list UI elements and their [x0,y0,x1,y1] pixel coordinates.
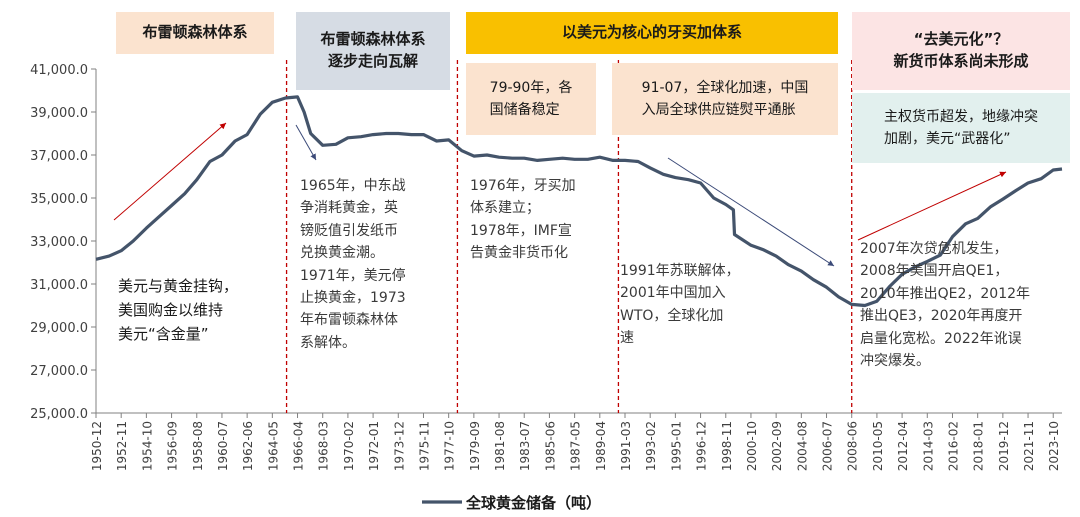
period-box-text: 主权货币超发，地缘冲突 加剧，美元“武器化” [884,108,1038,147]
x-tick-label: 1985-06 [543,421,557,471]
y-tick-label: 31,000.0 [30,278,88,293]
x-tick-label: 2021-11 [1022,421,1036,471]
x-tick-label: 1996-12 [695,421,709,471]
annotation-1965-1973: 1965年，中东战 争消耗黄金，英 镑贬值引发纸币 兑换黄金潮。 1971年，美… [300,178,406,351]
annotation-1991-2001: 1991年苏联解体， 2001年中国加入 WTO，全球化加 速 [620,263,740,347]
era-label-text: “去美元化”？ 新货币体系尚未形成 [893,30,1029,70]
period-box-91-07: 91-07，全球化加速，中国 入局全球供应链熨平通胀 [612,63,838,135]
x-tick-label: 1983-07 [518,421,532,471]
uptrend-arrow-2008 [857,171,1007,241]
era-label-jamaica-system: 以美元为核心的牙买加体系 [466,12,838,54]
x-tick-label: 1979-09 [468,421,482,471]
x-tick-label: 2010-05 [871,421,885,471]
annotation-1976-1978: 1976年，牙买加 体系建立； 1978年，IMF宣 告黄金非货币化 [470,178,576,262]
period-box-text: 91-07，全球化加速，中国 入局全球供应链熨平通胀 [641,79,809,118]
x-tick-label: 1960-07 [216,421,230,471]
x-tick-label: 1952-11 [115,421,129,471]
y-tick-label: 29,000.0 [30,321,88,336]
x-tick-label: 2006-07 [821,421,835,471]
x-tick-label: 1975-11 [417,421,431,471]
era-label-bretton-woods: 布雷顿森林体系 [116,12,274,54]
x-tick-label: 2018-01 [972,421,986,471]
x-tick-label: 1970-02 [342,421,356,471]
x-tick-label: 1954-10 [140,421,154,471]
era-label-text: 布雷顿森林体系 [142,23,248,42]
series-line-gold-reserve [95,95,1063,308]
x-tick-label: 2016-02 [946,421,960,471]
era-label-de-dollarization: “去美元化”？ 新货币体系尚未形成 [852,12,1070,90]
downtrend-arrow-1990s [667,157,835,267]
x-tick-label: 1991-03 [619,421,633,471]
x-tick-label: 2014-03 [921,421,935,471]
x-tick-label: 1964-05 [266,421,280,471]
x-tick-label: 1973-12 [392,421,406,471]
x-tick-label: 2002-09 [770,421,784,471]
period-box-2008-onward: 主权货币超发，地缘冲突 加剧，美元“武器化” [852,93,1070,163]
period-box-79-90: 79-90年，各 国储备稳定 [466,63,596,135]
era-label-text: 以美元为核心的牙买加体系 [561,23,742,42]
period-box-text: 79-90年，各 国储备稳定 [489,79,573,118]
x-tick-label: 2004-08 [795,421,809,471]
y-tick-label: 37,000.0 [30,149,88,164]
era-label-text: 布雷顿森林体系 逐步走向瓦解 [320,30,426,70]
x-tick-label: 2000-10 [745,421,759,471]
x-tick-label: 1989-04 [594,421,608,471]
downtrend-arrow-1966 [295,124,317,161]
x-tick-label: 1972-01 [367,421,381,471]
trend-arrows [113,122,1007,267]
x-tick-label: 2019-12 [997,421,1011,471]
x-tick-label: 1981-08 [493,421,507,471]
y-tick-label: 33,000.0 [30,235,88,250]
x-tick-label: 1958-08 [191,421,205,471]
x-tick-label: 1987-05 [569,421,583,471]
annotation-bretton-woods: 美元与黄金挂钩， 美国购金以维持 美元“含金量” [118,277,239,343]
x-tick-label: 1962-06 [241,421,255,471]
x-tick-label: 2008-06 [846,421,860,471]
y-tick-label: 41,000.0 [30,63,88,78]
x-tick-label: 1966-04 [292,421,306,471]
y-tick-label: 39,000.0 [30,106,88,121]
annotation-2007-2022: 2007年次贷危机发生， 2008年美国开启QE1， 2010年推出QE2，20… [860,241,1031,369]
x-tick-label: 1995-01 [669,421,683,471]
x-tick-label: 2012-04 [896,421,910,471]
x-tick-label: 1968-03 [317,421,331,471]
uptrend-arrow-1950s [113,122,227,221]
legend: 全球黄金储备（吨） [422,494,601,512]
x-tick-label: 1977-10 [443,421,457,471]
x-tick-label: 1956-09 [166,421,180,471]
y-axis: 25,000.0 27,000.0 29,000.0 31,000.0 33,000.0… [30,63,97,422]
x-tick-label: 1993-02 [644,421,658,471]
y-tick-label: 25,000.0 [30,407,88,422]
y-tick-label: 27,000.0 [30,364,88,379]
y-tick-label: 35,000.0 [30,192,88,207]
x-tick-label: 2023-10 [1047,421,1061,471]
x-axis: 1950-12 1952-11 1954-10 1956-09 1958-08 1960-… [90,412,1062,471]
x-tick-label: 1950-12 [90,421,104,471]
era-label-bretton-woods-collapse: 布雷顿森林体系 逐步走向瓦解 [296,12,450,90]
x-tick-label: 1998-11 [720,421,734,471]
legend-label: 全球黄金储备（吨） [465,494,601,512]
